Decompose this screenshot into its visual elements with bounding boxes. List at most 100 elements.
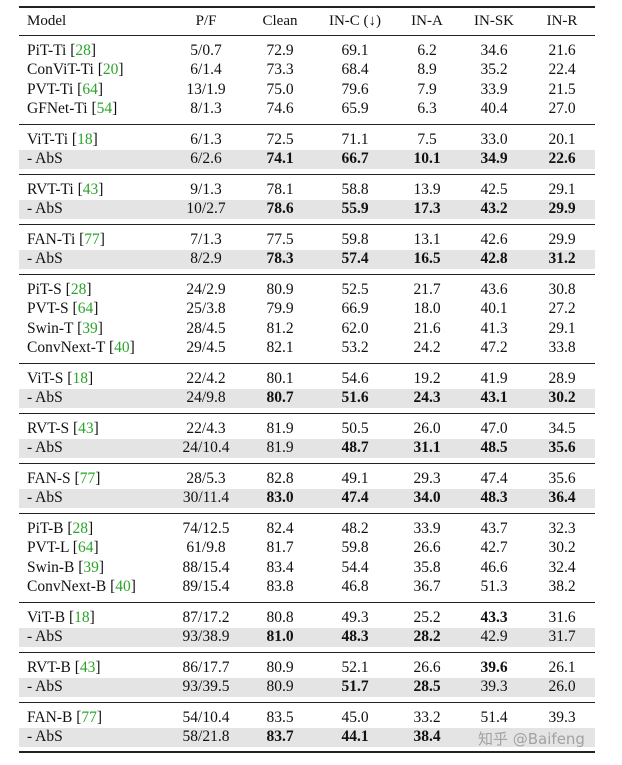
model-cell: ConViT-Ti [20]	[27, 61, 124, 79]
citation-link[interactable]: 28	[70, 280, 87, 298]
metric-cell: 35.2	[480, 61, 508, 79]
citation-link[interactable]: 18	[72, 369, 88, 387]
metric-cell: 80.1	[266, 369, 294, 387]
model-name: PiT-S	[27, 280, 62, 298]
metric-cell: 89/15.4	[182, 578, 230, 596]
metric-cell: 27.2	[548, 300, 576, 318]
metric-cell: 51.3	[480, 578, 508, 596]
metric-cell: 6/2.6	[190, 150, 222, 168]
citation-link[interactable]: 39	[82, 319, 98, 337]
metric-cell: 8.9	[417, 61, 437, 79]
table-group: PiT-Ti [28] 5/0.7 72.9 69.1 6.2 34.6 21.6 ConVi…	[19, 36, 595, 124]
model-name: - AbS	[27, 200, 63, 218]
model-cell: ViT-S [18]	[27, 369, 94, 387]
metric-cell: 48.5	[480, 439, 508, 457]
metric-cell: 20.1	[548, 130, 576, 148]
table-row: - AbS 30/11.4 83.0 47.4 34.0 48.3 36.4	[19, 488, 595, 508]
metric-cell: 47.0	[480, 419, 508, 437]
metric-cell: 8/2.9	[190, 250, 222, 268]
metric-cell: 43.1	[480, 389, 508, 407]
metric-cell: 31.7	[548, 628, 576, 646]
table-row: RVT-B [43] 86/17.7 80.9 52.1 26.6 39.6 26.1	[19, 658, 595, 678]
metric-cell: 21.6	[548, 41, 576, 59]
metric-cell: 54/10.4	[182, 708, 230, 726]
citation-link[interactable]: 43	[82, 180, 99, 198]
citation-link[interactable]: 77	[81, 708, 97, 726]
model-cell: ViT-B [18]	[27, 608, 95, 626]
metric-cell: 80.9	[266, 658, 294, 676]
metric-cell: 7.9	[417, 80, 437, 98]
metric-cell: 52.1	[341, 658, 369, 676]
model-name: ViT-S	[27, 369, 64, 387]
citation-link[interactable]: 28	[75, 41, 91, 59]
citation-link[interactable]: 28	[72, 519, 89, 537]
metric-cell: 33.9	[480, 80, 508, 98]
metric-cell: 13/1.9	[186, 80, 226, 98]
citation-link[interactable]: 64	[77, 539, 94, 557]
metric-cell: 36.7	[413, 578, 441, 596]
table-row: Swin-B [39] 88/15.4 83.4 54.4 35.8 46.6 32.4	[19, 558, 595, 578]
model-cell: - AbS	[19, 250, 167, 268]
citation-link[interactable]: 18	[74, 608, 90, 626]
model-name: PVT-S	[27, 300, 69, 318]
metric-cell: 58.8	[341, 180, 369, 198]
metric-cell: 61/9.8	[186, 539, 226, 557]
table-row: - AbS 24/10.4 81.9 48.7 31.1 48.5 35.6	[19, 438, 595, 458]
metric-cell: 74.1	[266, 150, 294, 168]
citation-link[interactable]: 39	[83, 558, 99, 576]
metric-cell: 40.1	[480, 300, 508, 318]
citation-link[interactable]: 64	[77, 300, 94, 318]
model-name: - AbS	[27, 150, 63, 168]
metric-cell: 47.2	[480, 339, 508, 357]
citation-link[interactable]: 40	[115, 578, 131, 596]
table-group: FAN-S [77] 28/5.3 82.8 49.1 29.3 47.4 35.6- Ab…	[19, 463, 595, 513]
metric-cell: 41.3	[480, 319, 508, 337]
metric-cell: 83.8	[266, 578, 294, 596]
metric-cell: 75.0	[266, 80, 294, 98]
metric-cell: 82.1	[266, 339, 294, 357]
citation-link[interactable]: 64	[82, 80, 98, 98]
metric-cell: 7.5	[417, 130, 437, 148]
table-group: ViT-S [18] 22/4.2 80.1 54.6 19.2 41.9 28.9- Ab…	[19, 363, 595, 413]
model-name: - AbS	[27, 728, 63, 746]
table-group: PiT-B [28] 74/12.5 82.4 48.2 33.9 43.7 32.3 PVT…	[19, 513, 595, 602]
metric-cell: 24/2.9	[186, 280, 226, 298]
metric-cell: 80.9	[266, 280, 294, 298]
citation-link[interactable]: 43	[79, 658, 96, 676]
table-body: PiT-Ti [28] 5/0.7 72.9 69.1 6.2 34.6 21.6 ConVi…	[19, 35, 595, 753]
citation-link[interactable]: 77	[84, 230, 100, 248]
model-cell: - AbS	[19, 489, 167, 507]
citation-link[interactable]: 18	[77, 130, 93, 148]
metric-cell: 80.9	[266, 678, 294, 696]
model-cell: - AbS	[19, 389, 167, 407]
table-row: - AbS 10/2.7 78.6 55.9 17.3 43.2 29.9	[19, 199, 595, 219]
metric-cell: 44.1	[341, 728, 369, 746]
metric-cell: 50.5	[341, 419, 369, 437]
metric-cell: 25/3.8	[186, 300, 226, 318]
metric-cell: 34.6	[480, 41, 508, 59]
model-name: PVT-L	[27, 539, 69, 557]
metric-cell: 21.7	[413, 280, 441, 298]
citation-link[interactable]: 54	[96, 100, 113, 118]
metric-cell: 5/0.7	[190, 41, 222, 59]
metric-cell: 47.4	[341, 489, 369, 507]
table-row: - AbS 8/2.9 78.3 57.4 16.5 42.8 31.2	[19, 249, 595, 269]
metric-cell: 41.9	[480, 369, 508, 387]
table-row: PVT-S [64] 25/3.8 79.9 66.9 18.0 40.1 27.2	[19, 300, 595, 320]
citation-link[interactable]: 20	[102, 61, 119, 79]
metric-cell: 26.6	[413, 658, 441, 676]
model-name: Swin-B	[27, 558, 75, 576]
metric-cell: 83.7	[266, 728, 294, 746]
citation-link[interactable]: 40	[114, 339, 130, 357]
table-row: ConViT-Ti [20] 6/1.4 73.3 68.4 8.9 35.2 22.4	[19, 61, 595, 81]
citation-link[interactable]: 77	[79, 469, 96, 487]
citation-link[interactable]: 43	[78, 419, 94, 437]
metric-cell: 27.0	[548, 100, 576, 118]
table-row: PiT-B [28] 74/12.5 82.4 48.2 33.9 43.7 32.3	[19, 519, 595, 539]
header-clean: Clean	[262, 13, 298, 29]
model-cell: RVT-B [43]	[27, 658, 101, 676]
model-name: ConvNext-T	[27, 339, 106, 357]
model-name: - AbS	[27, 678, 63, 696]
metric-cell: 74.6	[266, 100, 294, 118]
metric-cell: 24.2	[413, 339, 441, 357]
